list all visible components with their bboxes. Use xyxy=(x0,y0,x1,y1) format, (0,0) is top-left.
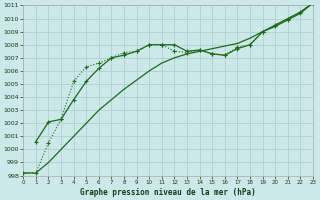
X-axis label: Graphe pression niveau de la mer (hPa): Graphe pression niveau de la mer (hPa) xyxy=(80,188,256,197)
